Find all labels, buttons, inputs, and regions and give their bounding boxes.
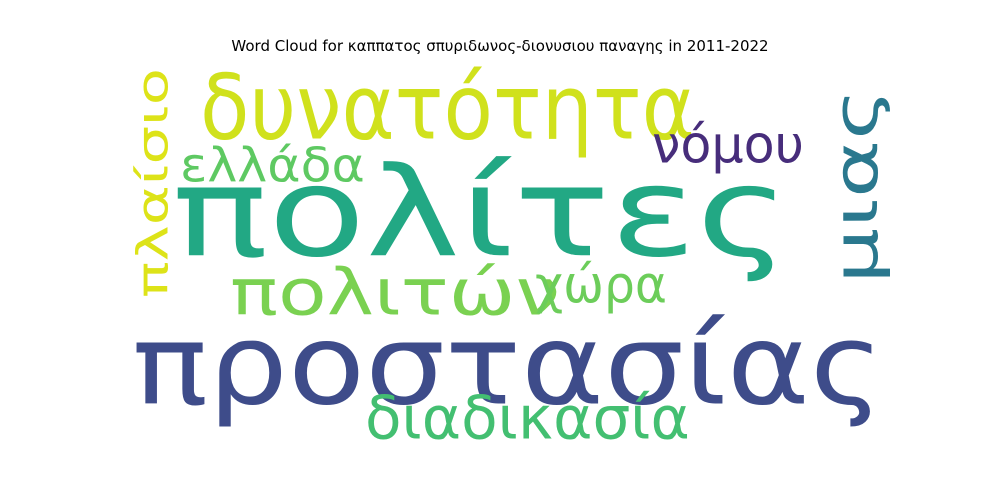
word-4: μιας xyxy=(820,88,892,284)
word-8: χώρα xyxy=(535,256,667,315)
word-1: πολίτες xyxy=(172,140,790,285)
words-layer: πολίτες προστασίας δυνατότητα μιας πλαίσιο πο… xyxy=(129,57,892,454)
word-6: πολιτών xyxy=(230,256,560,330)
chart-title: Word Cloud for καππατος σπυριδωνος-διονυ… xyxy=(231,37,769,55)
word-7: διαδικασία xyxy=(365,385,690,454)
word-3: δυνατότητα xyxy=(200,57,695,161)
word-9: ελλάδα xyxy=(180,138,365,193)
word-2: προστασίας xyxy=(132,301,884,430)
word-10: νόμου xyxy=(652,116,804,175)
word-5: πλαίσιο xyxy=(129,68,179,298)
